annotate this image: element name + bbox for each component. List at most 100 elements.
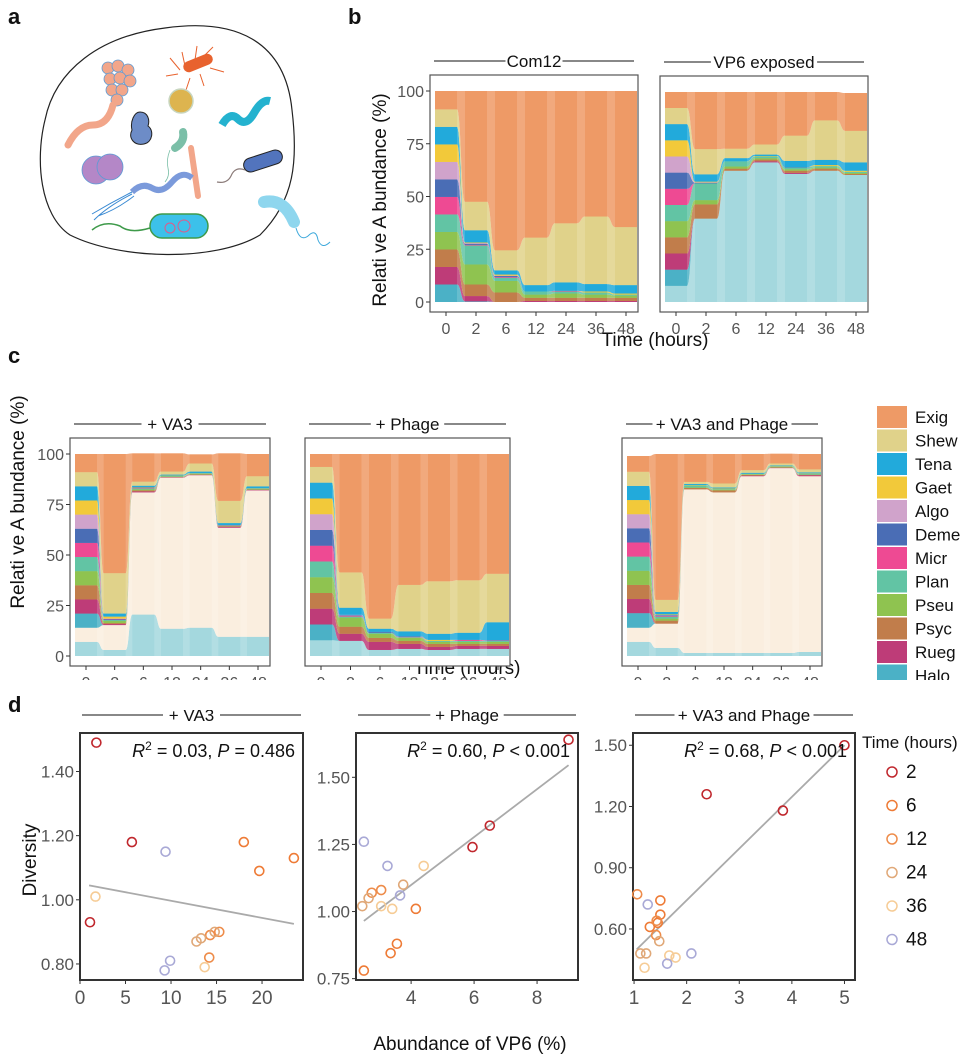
bar-segment-psyc xyxy=(555,297,577,301)
bar-segment-gaet xyxy=(627,500,649,515)
chart-title: VP6 exposed xyxy=(713,53,814,72)
bar-segment-micr xyxy=(339,616,362,617)
bar-segment-pseu xyxy=(457,641,480,644)
y-tick-label: 50 xyxy=(406,190,424,207)
spirillum-icon xyxy=(218,96,271,128)
bar-segment-pseu xyxy=(755,158,777,160)
bar-segment-rueg xyxy=(755,161,777,163)
bar-segment-vp6 xyxy=(103,649,126,656)
bar-segment-shew xyxy=(555,223,577,283)
legend-label-algo: Algo xyxy=(915,502,949,521)
bar-segment-psyc xyxy=(655,620,678,624)
bar-segment-rueg xyxy=(369,641,391,650)
data-point-t6 xyxy=(644,921,656,933)
regression-line xyxy=(363,764,570,922)
bar-segment-halo xyxy=(465,301,487,302)
data-point-t24 xyxy=(356,900,368,912)
bar-segment-exig xyxy=(725,92,747,149)
bar-segment-va3 xyxy=(655,623,678,648)
bar-segment-pseu xyxy=(627,570,649,585)
bar-segment-rueg xyxy=(741,475,764,477)
annotation-part: < 0.001 xyxy=(781,741,847,761)
data-point-t36 xyxy=(386,903,398,915)
bar-segment-exig xyxy=(339,454,362,573)
x-tick-label: 12 xyxy=(163,675,181,680)
bar-segment-psyc xyxy=(339,626,362,634)
regression-line xyxy=(88,884,295,925)
bar-segment-deme xyxy=(75,528,97,543)
time-legend-label: 12 xyxy=(906,829,927,850)
x-tick-label: 12 xyxy=(757,321,775,338)
bar-segment-pseu xyxy=(369,633,391,638)
x-tick-label: 48 xyxy=(249,675,267,680)
y-tick-label: 1.20 xyxy=(594,797,627,816)
y-tick-label: 1.25 xyxy=(317,835,350,854)
bar-segment-tena xyxy=(627,485,649,501)
bar-segment-vp6 xyxy=(725,170,747,302)
annotation-part: = 0.486 xyxy=(229,741,295,761)
bar-segment-plan xyxy=(665,204,687,222)
bar-segment-plan xyxy=(684,485,707,488)
bar-segment-micr xyxy=(655,616,678,617)
bar-segment-shew xyxy=(684,481,707,484)
bar-segment-vp6 xyxy=(770,652,793,656)
bar-segment-va3 xyxy=(627,627,649,642)
panel-d-x-axis-label: Abundance of VP6 (%) xyxy=(373,1034,566,1055)
bar-segment-tena xyxy=(785,160,807,168)
bar-segment-shew xyxy=(770,463,793,466)
bar-segment-gaet xyxy=(585,291,607,293)
bar-segment-shew xyxy=(665,107,687,125)
bar-segment-deme xyxy=(310,529,332,546)
x-tick-label: 2 xyxy=(681,988,692,1009)
bar-segment-va3 xyxy=(161,477,183,629)
bar-segment-tena xyxy=(799,472,821,474)
bar-segment-tena xyxy=(770,465,793,467)
bar-segment-tena xyxy=(247,486,269,489)
bar-segment-tena xyxy=(75,486,97,501)
y-tick-label: 1.20 xyxy=(41,827,74,846)
bar-segment-plan xyxy=(339,616,362,618)
bar-segment-shew xyxy=(247,476,269,487)
bar-segment-algo xyxy=(665,156,687,173)
bar-segment-psyc xyxy=(713,490,735,493)
legend-label-pseu: Pseu xyxy=(915,596,954,615)
x-tick-label: 48 xyxy=(847,321,865,338)
bar-segment-exig xyxy=(741,454,764,471)
rod-bacterium-icon xyxy=(243,149,283,173)
bar-segment-halo xyxy=(310,624,332,641)
bar-segment-tena xyxy=(725,158,747,162)
bar-segment-shew xyxy=(398,584,421,632)
bar-segment-rueg xyxy=(339,633,362,641)
legend-swatch-micr xyxy=(877,547,907,569)
bar-segment-plan xyxy=(655,616,678,619)
time-legend-label: 24 xyxy=(906,863,928,884)
annotation-part: 2 xyxy=(145,739,152,753)
bar-segment-gaet xyxy=(655,614,678,615)
bar-segment-exig xyxy=(684,454,707,482)
bar-segment-pseu xyxy=(585,294,607,298)
curved-rod-icon xyxy=(64,101,117,149)
bar-segment-algo xyxy=(310,514,332,530)
bar-segment-deme xyxy=(435,179,457,197)
bar-segment-vp6 xyxy=(189,627,212,656)
bar-segment-shew xyxy=(627,471,649,486)
bar-segment-plan xyxy=(369,632,391,634)
data-point-t48 xyxy=(159,965,170,976)
x-tick-label: 6 xyxy=(469,988,480,1009)
y-tick-label: 75 xyxy=(46,498,64,515)
annotation-part: R xyxy=(684,741,697,761)
x-tick-label: 0 xyxy=(75,988,86,1009)
bar-segment-plan xyxy=(465,245,487,265)
bar-segment-shew xyxy=(75,472,97,487)
bar-segment-tena xyxy=(487,622,509,641)
data-point-t12 xyxy=(651,915,662,927)
bar-segment-rueg xyxy=(665,253,687,270)
data-point-t36 xyxy=(418,860,430,872)
legend-swatch-deme xyxy=(877,523,907,546)
bar-segment-shew xyxy=(655,599,678,612)
data-point-t2 xyxy=(484,820,496,831)
bar-segment-tena xyxy=(435,126,457,145)
bar-segment-pseu xyxy=(665,221,687,238)
bar-segment-vp6 xyxy=(161,628,183,656)
bar-segment-gaet xyxy=(465,242,487,244)
